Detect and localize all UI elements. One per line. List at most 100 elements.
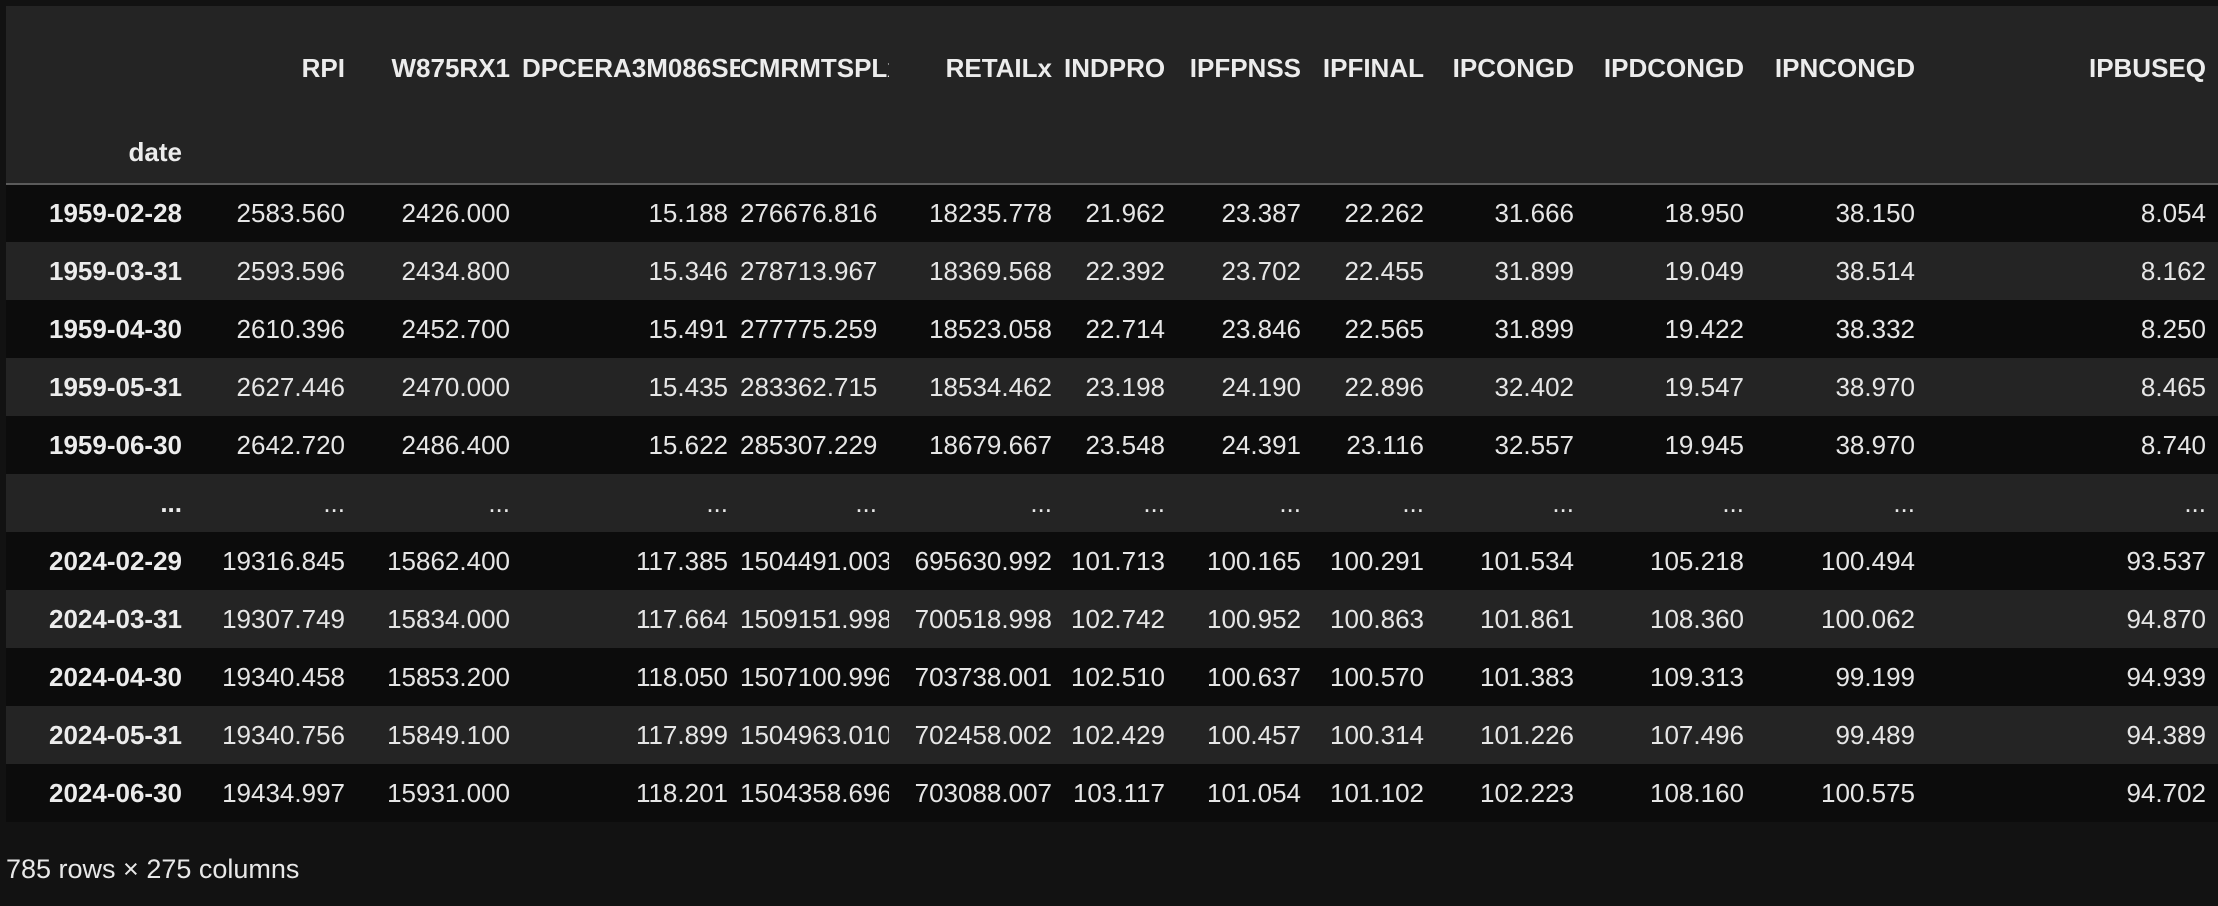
table-cell: 100.494 [1756, 532, 1927, 590]
row-index-label: 2024-05-31 [6, 706, 194, 764]
table-cell: 1504491.003 [740, 532, 889, 590]
table-cell: 18679.667 [889, 416, 1064, 474]
table-cell: 702458.002 [889, 706, 1064, 764]
column-header: CMRMTSPLx [740, 6, 889, 132]
table-cell: 102.742 [1064, 590, 1177, 648]
table-cell: 8.465 [1927, 358, 2218, 416]
table-cell: 2470.000 [357, 358, 522, 416]
table-cell: 15.491 [522, 300, 740, 358]
table-cell: 107.496 [1586, 706, 1756, 764]
table-cell: 38.514 [1756, 242, 1927, 300]
table-cell: ... [1177, 474, 1313, 532]
table-cell: 100.314 [1313, 706, 1436, 764]
table-cell: 18534.462 [889, 358, 1064, 416]
table-cell: 94.389 [1927, 706, 2218, 764]
table-cell: 703738.001 [889, 648, 1064, 706]
table-cell: 38.150 [1756, 184, 1927, 242]
index-row-blank-cell [194, 132, 357, 185]
dataframe-shape-note: 785 rows × 275 columns [6, 854, 300, 884]
table-cell: 100.062 [1756, 590, 1927, 648]
index-row-blank-cell [357, 132, 522, 185]
table-row: 1959-03-31 2593.596 2434.800 15.346 278713.9… [6, 242, 2218, 300]
table-cell: ... [1756, 474, 1927, 532]
table-cell: 22.392 [1064, 242, 1177, 300]
table-cell: 15849.100 [357, 706, 522, 764]
row-index-label: 2024-06-30 [6, 764, 194, 822]
table-cell: 2627.446 [194, 358, 357, 416]
table-row: 2024-05-31 19340.756 15849.100 117.899 15049… [6, 706, 2218, 764]
table-cell: 99.199 [1756, 648, 1927, 706]
column-header: RPI [194, 6, 357, 132]
table-cell: 101.054 [1177, 764, 1313, 822]
table-cell: 100.952 [1177, 590, 1313, 648]
table-cell: 118.050 [522, 648, 740, 706]
column-header-row: RPIW875RX1DPCERA3M086SBEACMRMTSPLxRETAIL… [6, 6, 2218, 132]
table-cell: 117.899 [522, 706, 740, 764]
table-cell: 8.054 [1927, 184, 2218, 242]
table-cell: 1504358.696 [740, 764, 889, 822]
table-cell: 31.899 [1436, 300, 1586, 358]
table-cell: 101.534 [1436, 532, 1586, 590]
table-body: 1959-02-28 2583.560 2426.000 15.188 276676.8… [6, 184, 2218, 822]
table-cell: 18523.058 [889, 300, 1064, 358]
table-cell: 32.402 [1436, 358, 1586, 416]
table-cell: 101.861 [1436, 590, 1586, 648]
table-cell: ... [1313, 474, 1436, 532]
table-cell: 101.713 [1064, 532, 1177, 590]
column-header: DPCERA3M086SBEA [522, 6, 740, 132]
table-cell: 15862.400 [357, 532, 522, 590]
row-index-label: 2024-04-30 [6, 648, 194, 706]
table-cell: 2452.700 [357, 300, 522, 358]
table-cell: 1507100.996 [740, 648, 889, 706]
row-index-label: 2024-03-31 [6, 590, 194, 648]
dataframe-table: RPIW875RX1DPCERA3M086SBEACMRMTSPLxRETAIL… [6, 6, 2218, 822]
table-cell: 32.557 [1436, 416, 1586, 474]
header-corner-cell [6, 6, 194, 132]
table-row: 2024-06-30 19434.997 15931.000 118.201 15043… [6, 764, 2218, 822]
table-row: 2024-03-31 19307.749 15834.000 117.664 15091… [6, 590, 2218, 648]
index-row-blank-cell [889, 132, 1064, 185]
table-cell: 24.190 [1177, 358, 1313, 416]
table-cell: 1504963.010 [740, 706, 889, 764]
table-cell: 703088.007 [889, 764, 1064, 822]
table-cell: 100.575 [1756, 764, 1927, 822]
table-cell: 15834.000 [357, 590, 522, 648]
index-row-blank-cell [1064, 132, 1177, 185]
row-index-label: 1959-05-31 [6, 358, 194, 416]
index-row-blank-cell [1177, 132, 1313, 185]
table-cell: 101.226 [1436, 706, 1586, 764]
table-cell: ... [1586, 474, 1756, 532]
table-cell: 18235.778 [889, 184, 1064, 242]
table-cell: 19.422 [1586, 300, 1756, 358]
table-cell: 38.332 [1756, 300, 1927, 358]
table-cell: 8.162 [1927, 242, 2218, 300]
table-cell: 22.714 [1064, 300, 1177, 358]
row-index-label: 1959-06-30 [6, 416, 194, 474]
table-cell: 8.250 [1927, 300, 2218, 358]
table-cell: 117.385 [522, 532, 740, 590]
table-cell: 19307.749 [194, 590, 357, 648]
table-cell: 31.666 [1436, 184, 1586, 242]
table-cell: 278713.967 [740, 242, 889, 300]
table-cell: 105.218 [1586, 532, 1756, 590]
table-cell: 100.165 [1177, 532, 1313, 590]
table-cell: 94.702 [1927, 764, 2218, 822]
table-cell: 2426.000 [357, 184, 522, 242]
table-cell: 2434.800 [357, 242, 522, 300]
table-cell: 22.565 [1313, 300, 1436, 358]
table-cell: 23.198 [1064, 358, 1177, 416]
table-cell: 117.664 [522, 590, 740, 648]
table-cell: ... [522, 474, 740, 532]
table-cell: 22.262 [1313, 184, 1436, 242]
table-cell: 94.939 [1927, 648, 2218, 706]
table-cell: 118.201 [522, 764, 740, 822]
table-row: 1959-04-30 2610.396 2452.700 15.491 277775.2… [6, 300, 2218, 358]
table-cell: 101.383 [1436, 648, 1586, 706]
table-cell: 2583.560 [194, 184, 357, 242]
index-row-blank-cell [1436, 132, 1586, 185]
row-index-label: 1959-03-31 [6, 242, 194, 300]
column-header: IPDCONGD [1586, 6, 1756, 132]
index-row-blank-cell [1756, 132, 1927, 185]
table-cell: 15.435 [522, 358, 740, 416]
table-cell: 101.102 [1313, 764, 1436, 822]
